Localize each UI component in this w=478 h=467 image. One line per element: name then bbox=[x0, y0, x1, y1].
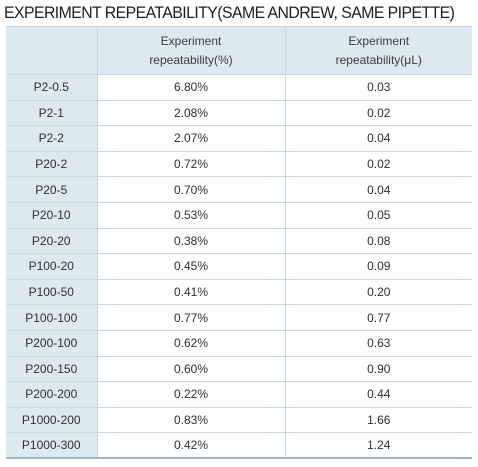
header-row: Experiment repeatability(%) Experiment r… bbox=[6, 26, 472, 75]
percent-cell: 0.72% bbox=[96, 150, 285, 177]
ul-cell: 1.66 bbox=[284, 406, 472, 433]
percent-cell: 0.83% bbox=[96, 406, 285, 433]
table-row: P20-2 0.72% 0.02 bbox=[6, 150, 472, 177]
table-row: P1000-200 0.83% 1.66 bbox=[6, 406, 472, 433]
pipette-cell: P2-1 bbox=[6, 99, 97, 126]
ul-cell: 0.63 bbox=[284, 329, 472, 357]
pipette-cell: P20-2 bbox=[6, 150, 97, 177]
percent-cell: 0.22% bbox=[96, 381, 285, 408]
ul-cell: 0.04 bbox=[284, 176, 472, 203]
table-row: P2-1 2.08% 0.02 bbox=[6, 99, 472, 126]
header-repeatability-ul: Experiment repeatability(μL) bbox=[284, 26, 472, 75]
percent-cell: 0.45% bbox=[96, 253, 285, 280]
table-header: Experiment repeatability(%) Experiment r… bbox=[6, 26, 472, 75]
ul-cell: 0.04 bbox=[284, 125, 472, 152]
percent-cell: 0.77% bbox=[96, 304, 285, 331]
table-body: P2-0.5 6.80% 0.03 P2-1 2.08% 0.02 P2-2 2.07% 0… bbox=[6, 74, 472, 460]
pipette-cell: P20-20 bbox=[6, 227, 97, 254]
pipette-cell: P200-150 bbox=[6, 355, 97, 382]
table-row: P20-20 0.38% 0.08 bbox=[6, 227, 472, 254]
table-row: P20-10 0.53% 0.05 bbox=[6, 201, 472, 229]
pipette-cell: P100-100 bbox=[6, 304, 97, 331]
header-repeatability-percent: Experiment repeatability(%) bbox=[96, 26, 285, 75]
ul-cell: 0.44 bbox=[284, 381, 472, 408]
ul-cell: 0.05 bbox=[284, 201, 472, 229]
ul-cell: 0.02 bbox=[284, 99, 472, 126]
table-title: EXPERIMENT REPEATABILITY(SAME ANDREW, SA… bbox=[4, 3, 455, 22]
table-row: P20-5 0.70% 0.04 bbox=[6, 176, 472, 203]
table-row: P100-50 0.41% 0.20 bbox=[6, 278, 472, 305]
percent-cell: 0.42% bbox=[96, 432, 285, 460]
pipette-cell: P1000-200 bbox=[6, 406, 97, 433]
repeatability-table: Experiment repeatability(%) Experiment r… bbox=[6, 26, 472, 460]
pipette-cell: P20-10 bbox=[6, 201, 97, 229]
table-row: P200-150 0.60% 0.90 bbox=[6, 355, 472, 382]
table-row: P100-20 0.45% 0.09 bbox=[6, 253, 472, 280]
ul-cell: 1.24 bbox=[284, 432, 472, 460]
table-row: P2-0.5 6.80% 0.03 bbox=[6, 74, 472, 101]
pipette-cell: P2-2 bbox=[6, 125, 97, 152]
percent-cell: 6.80% bbox=[96, 74, 285, 101]
repeatability-table-container: Experiment repeatability(%) Experiment r… bbox=[6, 26, 472, 460]
percent-cell: 2.07% bbox=[96, 125, 285, 152]
header-repeatability-ul-line2: repeatability(μL) bbox=[335, 52, 422, 67]
pipette-cell: P20-5 bbox=[6, 176, 97, 203]
pipette-cell: P200-100 bbox=[6, 329, 97, 357]
table-row: P200-200 0.22% 0.44 bbox=[6, 381, 472, 408]
ul-cell: 0.03 bbox=[284, 74, 472, 101]
ul-cell: 0.02 bbox=[284, 150, 472, 177]
ul-cell: 0.77 bbox=[284, 304, 472, 331]
percent-cell: 0.60% bbox=[96, 355, 285, 382]
percent-cell: 0.38% bbox=[96, 227, 285, 254]
pipette-cell: P2-0.5 bbox=[6, 74, 97, 101]
table-row: P200-100 0.62% 0.63 bbox=[6, 329, 472, 357]
pipette-cell: P100-20 bbox=[6, 253, 97, 280]
ul-cell: 0.09 bbox=[284, 253, 472, 280]
table-row: P2-2 2.07% 0.04 bbox=[6, 125, 472, 152]
pipette-cell: P100-50 bbox=[6, 278, 97, 305]
pipette-cell: P1000-300 bbox=[6, 432, 97, 460]
percent-cell: 0.62% bbox=[96, 329, 285, 357]
header-repeatability-percent-line2: repeatability(%) bbox=[149, 52, 233, 67]
table-row: P1000-300 0.42% 1.24 bbox=[6, 432, 472, 460]
ul-cell: 0.90 bbox=[284, 355, 472, 382]
ul-cell: 0.20 bbox=[284, 278, 472, 305]
ul-cell: 0.08 bbox=[284, 227, 472, 254]
percent-cell: 2.08% bbox=[96, 99, 285, 126]
percent-cell: 0.41% bbox=[96, 278, 285, 305]
table-row: P100-100 0.77% 0.77 bbox=[6, 304, 472, 331]
percent-cell: 0.53% bbox=[96, 201, 285, 229]
header-pipette bbox=[6, 26, 97, 75]
header-repeatability-ul-line1: Experiment bbox=[348, 33, 410, 48]
pipette-cell: P200-200 bbox=[6, 381, 97, 408]
percent-cell: 0.70% bbox=[96, 176, 285, 203]
header-repeatability-percent-line1: Experiment bbox=[160, 33, 222, 48]
